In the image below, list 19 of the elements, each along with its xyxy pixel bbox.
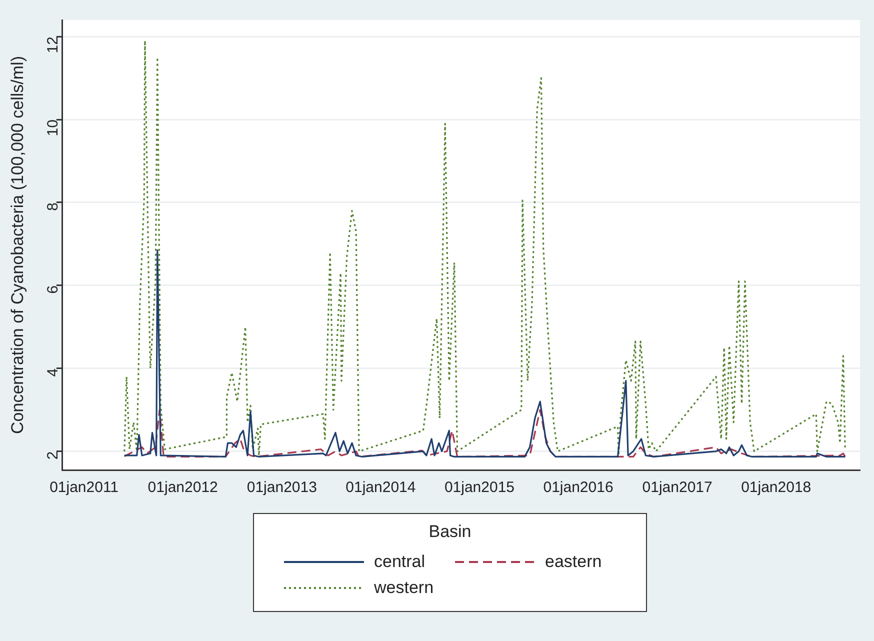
x-tick-label: 01jan2016 xyxy=(543,479,614,496)
x-tick-label: 01jan2012 xyxy=(148,479,218,496)
y-tick-label: 12 xyxy=(44,36,62,54)
x-tick-label: 01jan2013 xyxy=(246,479,317,496)
y-tick-label: 2 xyxy=(44,451,62,460)
x-tick-label: 01jan2014 xyxy=(346,479,416,496)
x-tick-label: 01jan2017 xyxy=(642,479,712,496)
x-tick-label: 01jan2015 xyxy=(444,479,515,496)
y-tick-label: 10 xyxy=(44,120,62,136)
x-tick-label: 01jan2018 xyxy=(741,479,812,496)
x-tick-label: 01jan2011 xyxy=(50,479,119,496)
legend-label: western xyxy=(374,578,434,598)
legend-label: central xyxy=(374,552,426,572)
y-tick-label: 4 xyxy=(44,368,62,377)
y-tick-label: 6 xyxy=(44,285,62,294)
legend-label: eastern xyxy=(545,552,602,572)
y-axis-title: Concentration of Cyanobacteria (100,000 cells/ml) xyxy=(8,56,27,434)
y-tick-label: 8 xyxy=(44,202,62,211)
legend-title: Basin xyxy=(428,522,472,542)
